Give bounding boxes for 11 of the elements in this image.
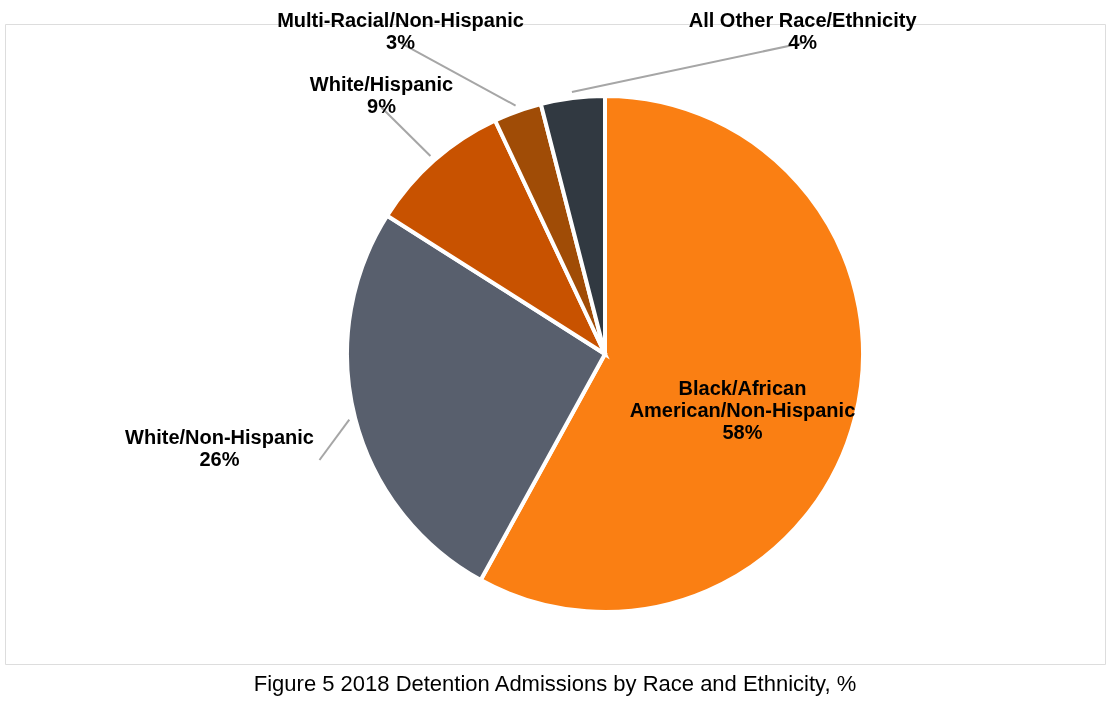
slice-label: Multi-Racial/Non-Hispanic — [277, 8, 524, 31]
slice-label: White/Non-Hispanic — [125, 425, 314, 448]
data-label: 9% — [367, 95, 397, 118]
data-label: 58% — [722, 421, 763, 444]
slice-label: Black/African American/Non-Hispanic — [629, 377, 856, 422]
slice-label: White/Hispanic — [309, 73, 454, 96]
data-label: 4% — [788, 30, 818, 53]
data-label: 3% — [386, 30, 416, 53]
data-label: 26% — [199, 447, 240, 470]
slice-label: All Other Race/Ethnicity — [688, 8, 918, 31]
caption: Figure 5 2018 Detention Admissions by Race and Ethnicity, % — [253, 671, 857, 696]
